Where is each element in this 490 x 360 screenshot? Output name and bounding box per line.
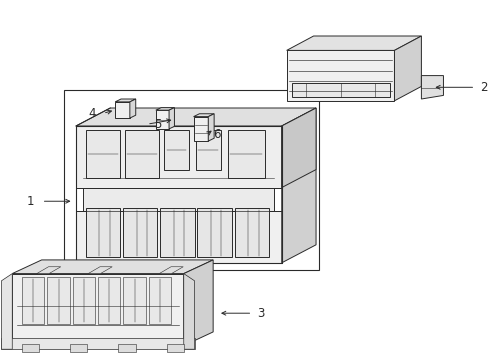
- Polygon shape: [184, 274, 195, 349]
- Polygon shape: [1, 338, 195, 349]
- Polygon shape: [160, 208, 195, 257]
- Polygon shape: [123, 277, 146, 324]
- Polygon shape: [37, 267, 61, 274]
- Polygon shape: [73, 277, 95, 324]
- Polygon shape: [119, 344, 136, 352]
- Polygon shape: [125, 130, 159, 178]
- Polygon shape: [12, 274, 184, 346]
- Polygon shape: [22, 277, 45, 324]
- Text: 4: 4: [88, 107, 96, 120]
- Polygon shape: [148, 277, 171, 324]
- Polygon shape: [159, 267, 183, 274]
- Bar: [64, 90, 318, 270]
- Polygon shape: [196, 130, 220, 170]
- Text: 5: 5: [154, 118, 162, 131]
- Polygon shape: [169, 108, 174, 129]
- Polygon shape: [115, 99, 136, 102]
- Polygon shape: [123, 208, 157, 257]
- Text: 3: 3: [257, 307, 265, 320]
- Polygon shape: [130, 99, 136, 118]
- Polygon shape: [98, 277, 121, 324]
- Polygon shape: [164, 130, 189, 170]
- Polygon shape: [287, 50, 394, 101]
- Polygon shape: [86, 208, 120, 257]
- Polygon shape: [167, 344, 184, 352]
- Polygon shape: [22, 344, 39, 352]
- Polygon shape: [70, 344, 87, 352]
- Polygon shape: [83, 178, 274, 211]
- Polygon shape: [76, 211, 282, 263]
- Polygon shape: [12, 260, 213, 274]
- Polygon shape: [194, 114, 214, 117]
- Polygon shape: [115, 102, 130, 118]
- Polygon shape: [421, 76, 443, 99]
- Polygon shape: [88, 267, 112, 274]
- Polygon shape: [208, 114, 214, 141]
- Polygon shape: [235, 208, 269, 257]
- Polygon shape: [86, 130, 120, 178]
- Polygon shape: [282, 108, 316, 263]
- Polygon shape: [48, 277, 70, 324]
- Polygon shape: [282, 108, 316, 188]
- Polygon shape: [394, 36, 421, 101]
- Text: 2: 2: [480, 81, 488, 94]
- Polygon shape: [76, 108, 316, 126]
- Text: 6: 6: [213, 129, 220, 141]
- Polygon shape: [197, 208, 232, 257]
- Polygon shape: [287, 36, 421, 50]
- Polygon shape: [156, 110, 169, 129]
- Text: 1: 1: [27, 195, 34, 208]
- Polygon shape: [194, 117, 208, 141]
- Polygon shape: [228, 130, 265, 178]
- Polygon shape: [156, 108, 174, 110]
- Polygon shape: [184, 260, 213, 346]
- Polygon shape: [1, 274, 12, 349]
- Polygon shape: [76, 126, 282, 188]
- Polygon shape: [292, 83, 390, 97]
